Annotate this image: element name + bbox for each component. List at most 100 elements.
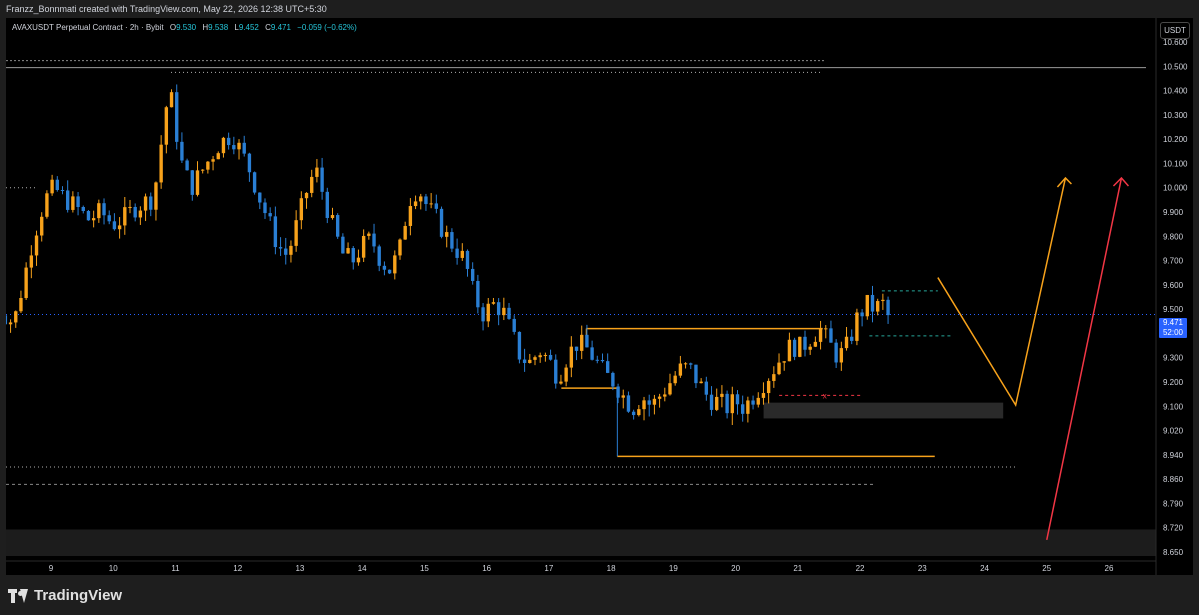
- candle-body: [782, 361, 786, 363]
- x-tick-label: 18: [607, 564, 616, 573]
- candle-body: [512, 318, 516, 332]
- open-label: O: [169, 23, 177, 32]
- candle-body: [185, 160, 189, 171]
- candle-body: [284, 248, 288, 255]
- candle-body: [699, 381, 703, 384]
- candle-body: [164, 107, 169, 145]
- candle-body: [429, 203, 433, 205]
- candle-body: [341, 236, 345, 254]
- x-tick-label: 12: [233, 564, 242, 573]
- candle-body: [481, 307, 485, 322]
- candle-body: [476, 280, 480, 308]
- candle-body: [117, 225, 122, 230]
- candle-body: [574, 346, 579, 351]
- candle-body: [19, 298, 23, 312]
- y-tick-label: 10.600: [1163, 38, 1188, 47]
- candle-body: [55, 179, 59, 190]
- candle-body: [315, 167, 319, 177]
- candle-body: [335, 215, 340, 237]
- candle-body: [325, 191, 329, 218]
- candle-body: [8, 322, 13, 325]
- candle-body: [138, 210, 143, 218]
- candle-body: [439, 208, 444, 237]
- y-tick-label: 8.650: [1163, 548, 1184, 557]
- y-tick-label: 9.900: [1163, 208, 1184, 217]
- close-value: 9.471: [270, 23, 291, 32]
- candle-body: [668, 383, 672, 395]
- candle-body: [538, 355, 542, 358]
- candle-body: [216, 153, 220, 160]
- candle-body: [517, 331, 522, 360]
- candle-body: [808, 346, 812, 350]
- candle-body: [455, 248, 459, 258]
- x-tick-label: 24: [980, 564, 989, 573]
- candle-body: [45, 193, 49, 217]
- candle-body: [486, 303, 490, 322]
- candle-body: [398, 239, 402, 256]
- candle-body: [273, 216, 278, 248]
- tradingview-logo[interactable]: TradingView: [8, 587, 122, 604]
- y-tick-label: 8.720: [1163, 524, 1184, 533]
- candle-body: [128, 206, 132, 208]
- candle-body: [528, 359, 532, 364]
- candle-body: [268, 213, 272, 217]
- candle-body: [200, 169, 205, 171]
- candle-body: [237, 142, 241, 150]
- candle-body: [34, 235, 39, 256]
- x-tick-label: 9: [49, 564, 54, 573]
- candle-body: [175, 92, 179, 142]
- candle-body: [133, 206, 137, 218]
- candle-body: [403, 225, 407, 240]
- candle-body: [720, 393, 724, 397]
- candle-body: [226, 137, 231, 146]
- x-tick-label: 25: [1042, 564, 1051, 573]
- bar-countdown: 52:00: [1162, 328, 1184, 337]
- open-value: 9.530: [176, 23, 197, 32]
- candle-body: [855, 312, 859, 341]
- candle-body: [377, 246, 381, 266]
- candle-body: [159, 144, 163, 183]
- candle-body: [637, 409, 641, 416]
- candle-body: [580, 334, 584, 351]
- x-tick-label: 13: [295, 564, 304, 573]
- candle-body: [652, 398, 657, 405]
- candle-body: [621, 395, 625, 398]
- candle-body: [460, 250, 464, 258]
- currency-button[interactable]: USDT: [1160, 22, 1190, 39]
- last-price-tag: 9.471 52:00: [1159, 318, 1187, 338]
- candle-body: [543, 354, 548, 356]
- red-arrow-line: [1046, 177, 1123, 541]
- candle-body: [548, 354, 553, 360]
- candle-body: [356, 257, 361, 263]
- candle-body: [829, 328, 833, 343]
- candle-body: [382, 265, 387, 270]
- candle-body: [554, 359, 558, 384]
- y-tick-label: 8.940: [1163, 451, 1184, 460]
- candle-body: [434, 203, 439, 209]
- candle-body: [740, 404, 745, 414]
- candle-body: [252, 172, 257, 193]
- candle-body: [29, 255, 34, 268]
- candle-body: [694, 364, 698, 384]
- candle-body: [725, 393, 729, 414]
- bottom-zone: [6, 529, 1156, 556]
- candle-body: [818, 328, 823, 342]
- projection-arrowhead: [1056, 176, 1072, 188]
- candle-body: [792, 339, 797, 357]
- candle-body: [751, 400, 755, 405]
- chart-legend: AVAXUSDT Perpetual Contract · 2h · Bybit…: [12, 23, 357, 32]
- chart-area[interactable]: x 10.600 10.500 10.400 10.300 10.200 10.100 10.…: [6, 18, 1193, 575]
- y-tick-label: 10.200: [1163, 135, 1188, 144]
- candle-body: [502, 307, 506, 316]
- candle-body: [299, 198, 304, 221]
- candle-body: [278, 247, 283, 249]
- candle-body: [450, 232, 454, 249]
- x-tick-label: 15: [420, 564, 429, 573]
- candle-body: [595, 359, 599, 361]
- candle-body: [211, 159, 215, 162]
- candle-body: [886, 299, 890, 316]
- candle-body: [50, 179, 54, 194]
- candle-body: [149, 196, 153, 210]
- candle-body: [507, 307, 511, 319]
- chart-svg[interactable]: x 10.600 10.500 10.400 10.300 10.200 10.100 10.…: [6, 18, 1193, 575]
